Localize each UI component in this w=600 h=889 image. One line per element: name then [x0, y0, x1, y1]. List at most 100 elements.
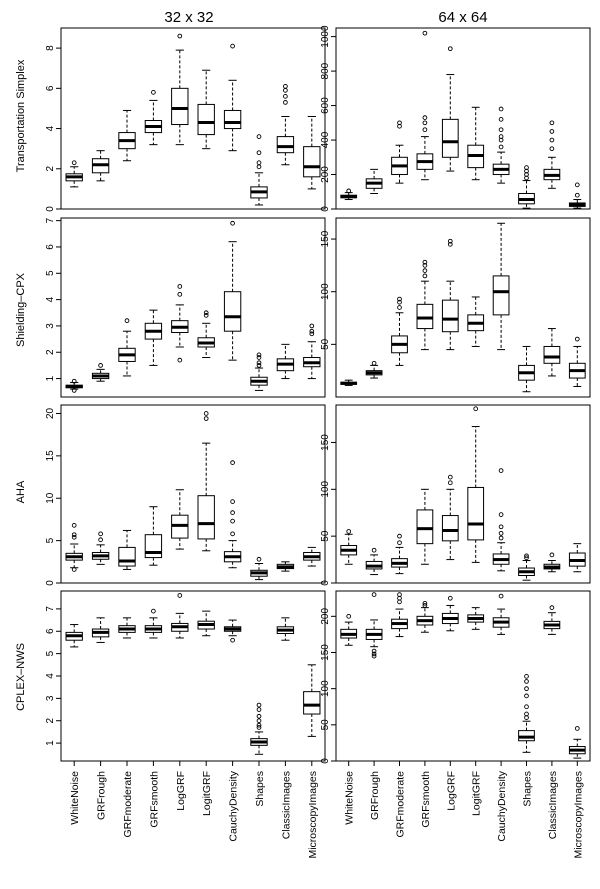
outlier-point — [447, 595, 453, 601]
box-GRFrough — [91, 531, 110, 565]
box-Shapes — [518, 674, 535, 753]
box-GRFsmooth — [416, 259, 434, 351]
outlier-point — [473, 406, 479, 412]
outlier-point — [422, 263, 428, 268]
box-iqr — [118, 546, 136, 567]
outlier-point — [422, 259, 428, 265]
box-MicroscopyImages — [303, 546, 321, 567]
outlier-point — [422, 120, 428, 126]
box-GRFrough — [365, 547, 383, 576]
outlier-point — [524, 704, 529, 710]
box-Shapes — [250, 556, 268, 581]
outlier-point — [203, 416, 209, 421]
outlier-point — [498, 468, 504, 473]
outlier-point — [549, 605, 555, 610]
outlier-point — [256, 363, 262, 368]
outlier-point — [203, 411, 209, 416]
y-tick-label: 2 — [45, 166, 56, 172]
box-LogitGRF — [197, 69, 215, 150]
y-tick-label: 2 — [45, 349, 56, 355]
outlier-point — [371, 592, 377, 597]
outlier-point — [549, 552, 555, 558]
outlier-point — [371, 648, 377, 654]
outlier-point — [283, 83, 288, 89]
box-ClassicImages — [543, 328, 561, 377]
panel-frame — [60, 217, 326, 398]
outlier-point — [524, 711, 529, 717]
category-label-LogGRF: LogGRF — [445, 771, 457, 811]
outlier-point — [422, 600, 428, 606]
box-CauchyDensity — [492, 222, 510, 351]
box-GRFrough — [91, 150, 110, 182]
outlier-point — [230, 637, 235, 643]
outlier-point — [71, 388, 77, 393]
outlier-point — [549, 120, 555, 126]
y-tick-label: 1 — [45, 740, 56, 746]
box-LogGRF — [441, 474, 459, 561]
y-tick-label: 200 — [320, 166, 331, 183]
panel-frame — [335, 217, 591, 398]
box-ClassicImages — [276, 343, 295, 380]
outlier-point — [498, 512, 504, 517]
box-GRFsmooth — [144, 608, 163, 639]
box-LogitGRF — [197, 310, 215, 359]
box-GRFmoderate — [118, 109, 136, 162]
box-WhiteNoise — [340, 188, 358, 201]
outlier-point — [309, 331, 315, 337]
category-label-GRFmoderate: GRFmoderate — [395, 771, 407, 838]
box-GRFmoderate — [391, 120, 408, 184]
outlier-point — [346, 613, 352, 619]
y-tick-label: 4 — [45, 125, 56, 131]
outlier-point — [230, 510, 235, 515]
box-iqr — [543, 345, 561, 364]
box-MicroscopyImages — [568, 726, 586, 759]
outlier-point — [230, 518, 235, 524]
box-GRFrough — [91, 363, 110, 382]
y-tick-label: 200 — [320, 608, 331, 625]
column-title-32: 32 x 32 — [164, 9, 213, 26]
outlier-point — [447, 480, 453, 486]
y-tick-label: 15 — [45, 450, 56, 462]
box-LogitGRF — [467, 106, 485, 181]
y-tick-label: 4 — [45, 296, 56, 302]
box-iqr — [441, 515, 459, 542]
box-GRFmoderate — [118, 617, 136, 639]
box-CauchyDensity — [492, 593, 510, 635]
box-MicroscopyImages — [303, 115, 321, 190]
y-tick-label: 2 — [45, 718, 56, 724]
box-ClassicImages — [543, 552, 561, 573]
box-WhiteNoise — [65, 378, 83, 393]
outlier-point — [574, 182, 580, 188]
panel-frame — [60, 27, 326, 210]
y-tick-label: 3 — [45, 695, 56, 701]
box-iqr — [144, 534, 163, 559]
box-GRFsmooth — [144, 90, 163, 146]
box-CauchyDensity — [223, 43, 242, 152]
box-GRFmoderate — [391, 533, 408, 575]
outlier-point — [371, 651, 377, 657]
box-iqr — [223, 291, 242, 332]
y-tick-label: 1000 — [320, 25, 331, 48]
y-tick-label: 100 — [320, 481, 331, 498]
y-tick-label: 6 — [45, 85, 56, 91]
y-tick-label: 6 — [45, 628, 56, 634]
box-WhiteNoise — [340, 379, 358, 386]
column-title-64: 64 x 64 — [438, 9, 487, 26]
y-tick-label: 4 — [45, 673, 56, 679]
outlier-point — [256, 352, 262, 358]
panel-frame — [335, 27, 591, 210]
outlier-point — [256, 707, 262, 712]
panel-frame — [335, 404, 591, 584]
y-tick-label: 20 — [45, 407, 56, 419]
outlier-point — [71, 523, 77, 528]
box-iqr — [416, 303, 434, 330]
category-label-GRFsmooth: GRFsmooth — [148, 771, 160, 828]
box-LogitGRF — [197, 411, 215, 552]
outlier-point — [498, 530, 504, 536]
outlier-point — [309, 323, 315, 329]
y-tick-label: 100 — [320, 283, 331, 300]
box-iqr — [441, 118, 459, 158]
box-Shapes — [250, 702, 268, 755]
outlier-point — [177, 33, 183, 39]
outlier-point — [524, 165, 529, 170]
